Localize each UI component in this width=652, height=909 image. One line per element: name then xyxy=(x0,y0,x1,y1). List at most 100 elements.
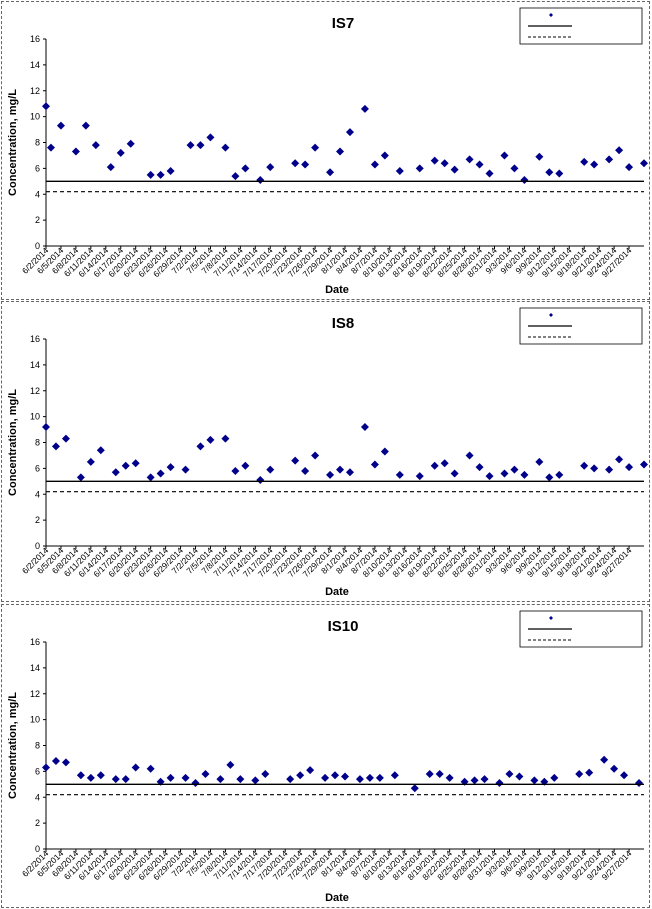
legend-marker-samples xyxy=(549,616,553,620)
y-tick-label: 14 xyxy=(30,60,40,70)
data-point xyxy=(291,456,300,465)
data-point xyxy=(121,775,130,784)
data-point xyxy=(156,170,165,179)
data-point xyxy=(266,465,275,474)
y-tick-label: 16 xyxy=(30,334,40,344)
data-point xyxy=(535,457,544,466)
data-point xyxy=(131,763,140,772)
data-point xyxy=(311,451,320,460)
data-point xyxy=(231,466,240,475)
data-point xyxy=(390,771,399,780)
y-tick-label: 10 xyxy=(30,715,40,725)
data-point xyxy=(620,771,629,780)
data-point xyxy=(206,435,215,444)
y-tick-label: 10 xyxy=(30,412,40,422)
data-point xyxy=(470,776,479,785)
chart-panel-is10: IS10 0 2 4 6 8 10 12 14 16 6/2/2014 6/5/2014 6/8/201… xyxy=(1,604,650,908)
data-point xyxy=(495,779,504,788)
y-tick-label: 2 xyxy=(35,818,40,828)
legend-marker-samples xyxy=(549,313,553,317)
data-point xyxy=(231,172,240,181)
data-point xyxy=(380,447,389,456)
data-point xyxy=(585,768,594,777)
data-point xyxy=(535,152,544,161)
chart-panel-is8: IS8 0 2 4 6 8 10 12 14 16 6/2/2014 6/5/2014 6/8/2014… xyxy=(1,301,650,602)
data-point xyxy=(42,102,50,111)
data-point xyxy=(485,472,494,481)
data-point xyxy=(380,151,389,160)
data-point xyxy=(146,170,155,179)
data-point xyxy=(51,757,60,766)
chart-svg: IS1002468101214166/2/20146/5/20146/8/201… xyxy=(7,610,644,904)
data-point xyxy=(146,764,155,773)
data-point xyxy=(91,141,100,150)
data-point xyxy=(575,769,584,778)
data-point xyxy=(166,773,175,782)
data-point xyxy=(355,775,364,784)
data-point xyxy=(605,465,614,474)
data-point xyxy=(500,469,509,478)
data-point xyxy=(395,470,404,479)
data-point xyxy=(96,446,105,455)
data-point xyxy=(545,168,554,177)
chart-title: IS10 xyxy=(328,618,359,635)
x-axis-label: Date xyxy=(325,892,349,904)
data-point xyxy=(415,472,424,481)
data-point xyxy=(46,143,55,152)
data-point xyxy=(341,772,349,781)
data-point xyxy=(81,121,90,130)
data-point xyxy=(111,468,120,477)
data-point xyxy=(520,176,529,185)
data-point xyxy=(590,464,599,473)
data-point xyxy=(520,470,529,479)
data-point xyxy=(410,784,419,793)
data-point xyxy=(301,466,310,475)
data-point xyxy=(445,773,454,782)
data-point xyxy=(96,771,105,780)
data-point xyxy=(640,460,648,469)
chart-title: IS7 xyxy=(332,15,355,32)
data-point xyxy=(291,159,300,168)
data-point xyxy=(56,121,65,130)
data-point xyxy=(106,163,115,172)
data-point xyxy=(71,147,80,156)
data-point xyxy=(345,128,354,137)
data-point xyxy=(221,434,230,443)
data-point xyxy=(475,463,484,472)
data-point xyxy=(241,461,250,470)
data-point xyxy=(261,769,270,778)
data-point xyxy=(545,473,554,482)
data-point xyxy=(515,772,524,781)
y-tick-label: 8 xyxy=(35,138,40,148)
data-point xyxy=(181,465,190,474)
data-point xyxy=(196,141,205,150)
data-point xyxy=(365,773,374,782)
data-point xyxy=(375,773,384,782)
y-tick-label: 2 xyxy=(35,515,40,525)
data-point xyxy=(241,164,250,173)
data-point xyxy=(121,461,130,470)
y-tick-label: 8 xyxy=(35,741,40,751)
data-point xyxy=(615,146,624,155)
data-point xyxy=(256,176,265,185)
data-point xyxy=(440,459,449,468)
data-point xyxy=(206,133,215,142)
chart-legend xyxy=(519,307,643,345)
y-tick-label: 12 xyxy=(30,86,40,96)
data-point xyxy=(360,104,369,113)
data-point xyxy=(326,470,335,479)
data-point xyxy=(191,779,200,788)
y-tick-label: 2 xyxy=(35,215,40,225)
y-tick-label: 14 xyxy=(30,360,40,370)
data-point xyxy=(111,775,120,784)
y-tick-label: 6 xyxy=(35,463,40,473)
y-tick-label: 14 xyxy=(30,663,40,673)
y-tick-label: 6 xyxy=(35,766,40,776)
data-point xyxy=(345,468,354,477)
data-point xyxy=(126,139,135,148)
chart-title: IS8 xyxy=(332,315,355,332)
chart-svg: IS702468101214166/2/20146/5/20146/8/2014… xyxy=(7,7,648,296)
data-point xyxy=(440,159,449,168)
data-point xyxy=(370,160,379,169)
data-point xyxy=(510,164,519,173)
